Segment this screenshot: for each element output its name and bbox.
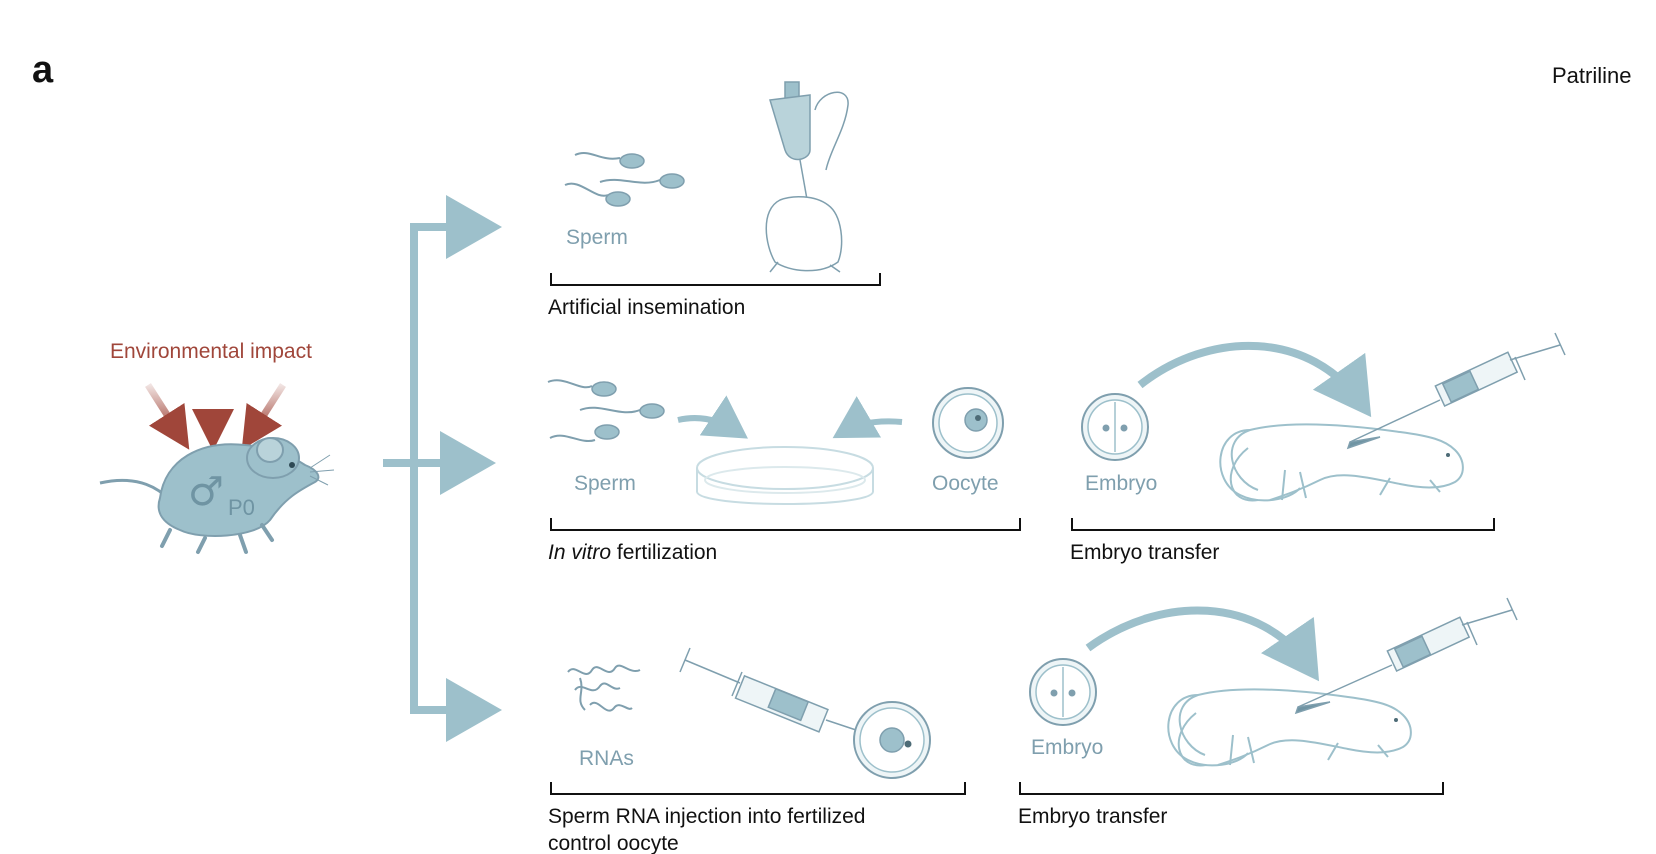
syringe-icon: [1346, 332, 1566, 450]
route-artificial-insemination: Sperm Artificial insemination: [548, 81, 881, 319]
route-sperm-rna-injection: RNAs Sperm RNA injection into fertilized…: [548, 597, 1518, 854]
male-symbol: ♂: [188, 469, 224, 515]
page-title: Patriline: [1552, 63, 1631, 88]
sperm-icon: [564, 152, 685, 207]
embryo-label: Embryo: [1031, 736, 1103, 759]
petri-dish-icon: [696, 446, 874, 505]
sperm-label: Sperm: [574, 472, 636, 495]
bracket-embryo-transfer: [1019, 782, 1444, 795]
caption-embryo-transfer: Embryo transfer: [1018, 805, 1167, 828]
rna-icon: [567, 664, 641, 712]
environment-arrows: [145, 375, 286, 451]
environmental-impact-label: Environmental impact: [110, 340, 312, 363]
arrow-sperm-to-dish: [677, 395, 748, 439]
embryo-icon: [1029, 658, 1097, 726]
route-in-vitro-fertilization: Sperm Oocyte In vitro fertilization: [547, 332, 1566, 564]
mouse-outline-icon: [1167, 688, 1412, 767]
panel-letter: a: [32, 49, 54, 91]
arrow-embryo-to-mouse: [1137, 341, 1372, 418]
bracket-in-vitro-fertilization: [550, 518, 1021, 531]
embryo-icon: [1081, 393, 1149, 461]
arrow-oocyte-to-dish: [832, 396, 903, 439]
bracket-embryo-transfer: [1071, 518, 1495, 531]
arrow-embryo-to-mouse: [1085, 606, 1320, 682]
caption-rest: fertilization: [611, 541, 717, 564]
oocyte-icon: [853, 701, 931, 779]
branch-arrows: [383, 195, 502, 742]
oocyte-label: Oocyte: [932, 472, 999, 495]
insemination-pipette-icon: [765, 81, 849, 273]
caption-artificial-insemination: Artificial insemination: [548, 296, 745, 319]
sperm-label: Sperm: [566, 226, 628, 249]
caption-in-vitro-fertilization: In vitro fertilization: [548, 541, 717, 564]
rnas-label: RNAs: [579, 747, 634, 770]
mouse-outline-icon: [1219, 423, 1464, 502]
sperm-icon: [547, 379, 665, 443]
mouse-generation-label: P0: [228, 495, 255, 520]
bracket-sperm-rna-injection: [550, 782, 966, 795]
caption-italic: In vitro: [548, 541, 611, 564]
red-arrow-left: [145, 383, 190, 450]
bracket-artificial-insemination: [550, 273, 881, 286]
caption-embryo-transfer: Embryo transfer: [1070, 541, 1219, 564]
red-arrow-right: [241, 383, 286, 450]
syringe-icon: [1294, 597, 1518, 715]
caption-sperm-rna-injection-line2: control oocyte: [548, 832, 679, 854]
mouse-icon: ♂ P0: [99, 437, 335, 554]
caption-sperm-rna-injection: Sperm RNA injection into fertilized: [548, 805, 865, 828]
syringe-icon: [679, 647, 881, 739]
oocyte-icon: [932, 387, 1004, 459]
embryo-label: Embryo: [1085, 472, 1157, 495]
